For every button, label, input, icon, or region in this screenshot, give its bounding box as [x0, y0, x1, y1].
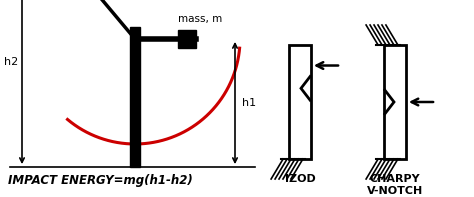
- Bar: [289, 45, 311, 159]
- Text: h2: h2: [4, 57, 18, 67]
- Bar: [130, 27, 140, 167]
- Text: IZOD: IZOD: [284, 174, 315, 184]
- Text: mass, m: mass, m: [178, 14, 222, 24]
- Text: h1: h1: [242, 98, 256, 108]
- Bar: [384, 45, 406, 159]
- Text: CHARPY
V-NOTCH: CHARPY V-NOTCH: [367, 174, 423, 196]
- Bar: [178, 30, 196, 48]
- Text: IMPACT ENERGY=mg(h1-h2): IMPACT ENERGY=mg(h1-h2): [8, 174, 193, 187]
